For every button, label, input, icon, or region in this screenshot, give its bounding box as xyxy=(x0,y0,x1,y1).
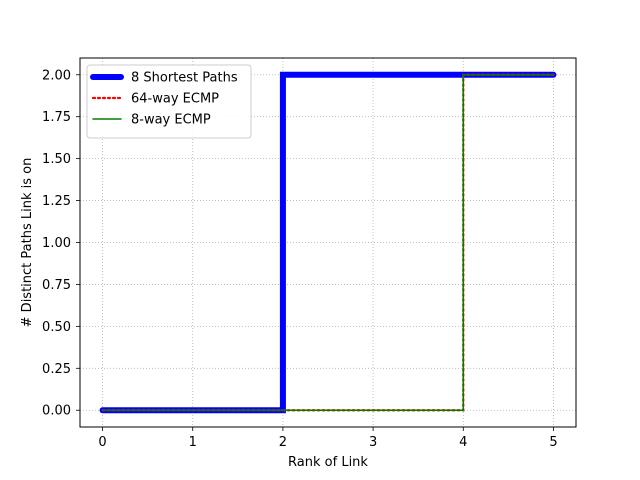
legend-label-1: 8 Shortest Paths xyxy=(131,71,238,86)
x-tick-label: 3 xyxy=(369,435,377,450)
x-tick-label: 0 xyxy=(98,435,106,450)
x-axis-label: Rank of Link xyxy=(288,455,368,470)
legend-label-3: 8-way ECMP xyxy=(131,113,211,128)
y-tick-label: 0.50 xyxy=(42,320,71,335)
y-tick-label: 1.00 xyxy=(42,236,71,251)
legend-box xyxy=(86,64,252,139)
y-axis-ticks: 0.00 0.25 0.50 0.75 1.00 1.25 1.50 1.75 2.00 xyxy=(42,68,80,419)
x-tick-label: 1 xyxy=(189,435,197,450)
x-axis-ticks: 0 1 2 3 4 5 xyxy=(98,427,558,450)
y-tick-label: 2.00 xyxy=(42,68,71,83)
legend: 8 Shortest Paths 64-way ECMP 8-way ECMP xyxy=(86,64,252,139)
y-tick-label: 0.75 xyxy=(42,278,71,293)
series-line-3 xyxy=(101,74,555,411)
y-axis-label: # Distinct Paths Link is on xyxy=(20,158,35,328)
y-tick-label: 1.75 xyxy=(42,110,71,125)
legend-label-2: 64-way ECMP xyxy=(131,92,219,107)
x-tick-label: 5 xyxy=(549,435,557,450)
y-tick-label: 1.25 xyxy=(42,194,71,209)
x-tick-label: 4 xyxy=(459,435,467,450)
y-tick-label: 0.25 xyxy=(42,362,71,377)
y-tick-label: 1.50 xyxy=(42,152,71,167)
series-lines xyxy=(99,71,557,414)
x-tick-label: 2 xyxy=(279,435,287,450)
y-tick-label: 0.00 xyxy=(42,404,71,419)
